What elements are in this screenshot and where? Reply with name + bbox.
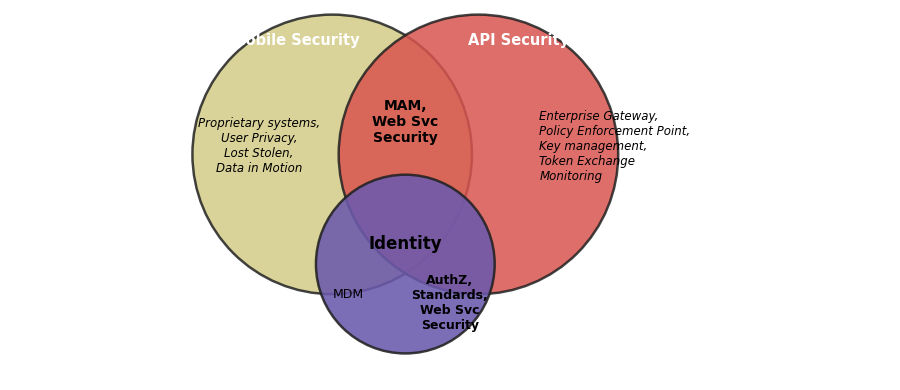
Text: MDM: MDM [333, 289, 364, 301]
Text: AuthZ,
Standards,
Web Svc
Security: AuthZ, Standards, Web Svc Security [411, 274, 489, 332]
Text: Mobile Security: Mobile Security [231, 33, 360, 48]
Text: API Security: API Security [469, 33, 570, 48]
Text: Identity: Identity [368, 235, 442, 253]
Text: Enterprise Gateway,
Policy Enforcement Point,
Key management,
Token Exchange
Mon: Enterprise Gateway, Policy Enforcement P… [539, 110, 690, 183]
Text: MAM,
Web Svc
Security: MAM, Web Svc Security [373, 99, 438, 145]
Circle shape [338, 14, 618, 294]
Circle shape [193, 14, 472, 294]
Circle shape [316, 175, 495, 353]
Text: Proprietary systems,
User Privacy,
Lost Stolen,
Data in Motion: Proprietary systems, User Privacy, Lost … [198, 117, 320, 175]
